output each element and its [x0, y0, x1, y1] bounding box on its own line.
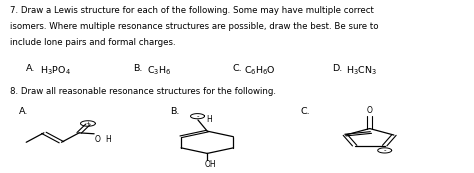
Text: H: H: [206, 115, 212, 124]
Text: C$_6$H$_6$O: C$_6$H$_6$O: [245, 64, 276, 77]
Text: +: +: [86, 121, 91, 126]
Text: C.: C.: [233, 64, 242, 73]
Text: A.: A.: [19, 107, 28, 116]
Text: D.: D.: [333, 64, 343, 73]
Text: B.: B.: [170, 107, 180, 116]
Text: C$_3$H$_6$: C$_3$H$_6$: [147, 64, 171, 77]
Text: OH: OH: [205, 160, 217, 169]
Text: O: O: [367, 106, 373, 115]
Text: include lone pairs and formal charges.: include lone pairs and formal charges.: [10, 38, 175, 47]
Text: isomers. Where multiple resonance structures are possible, draw the best. Be sur: isomers. Where multiple resonance struct…: [10, 22, 378, 31]
Text: H$_3$CN$_3$: H$_3$CN$_3$: [346, 64, 378, 77]
Text: A.: A.: [26, 64, 36, 73]
Text: 8. Draw all reasonable resonance structures for the following.: 8. Draw all reasonable resonance structu…: [10, 86, 276, 95]
Text: C.: C.: [300, 107, 310, 116]
Text: H$_3$PO$_4$: H$_3$PO$_4$: [40, 64, 71, 77]
Text: -: -: [383, 147, 386, 153]
Text: 7. Draw a Lewis structure for each of the following. Some may have multiple corr: 7. Draw a Lewis structure for each of th…: [10, 6, 374, 15]
Text: -: -: [196, 113, 199, 119]
Text: O: O: [95, 135, 101, 144]
Text: H: H: [106, 135, 111, 144]
Text: B.: B.: [133, 64, 142, 73]
